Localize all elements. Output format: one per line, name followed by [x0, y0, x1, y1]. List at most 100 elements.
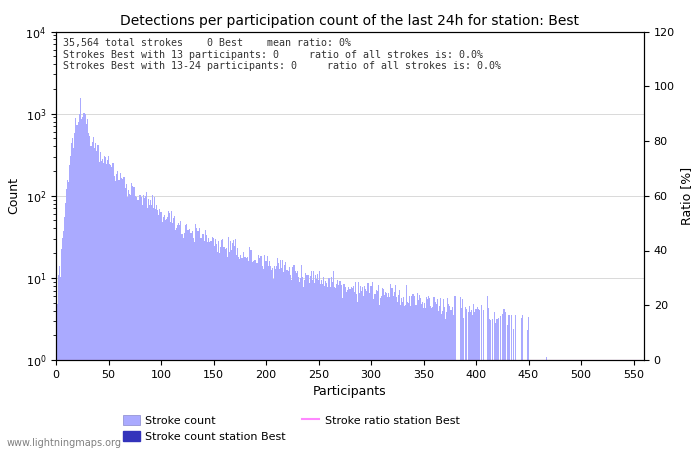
Bar [298, 277, 299, 450]
Bar [70, 157, 71, 450]
Bar [505, 312, 506, 450]
Bar [124, 177, 125, 450]
Bar [502, 314, 503, 450]
Bar [160, 212, 162, 450]
Bar [112, 163, 113, 450]
Bar [85, 114, 86, 450]
Bar [101, 161, 102, 450]
Bar [296, 274, 297, 450]
Bar [216, 244, 217, 450]
Bar [427, 299, 428, 450]
Bar [428, 296, 429, 450]
Bar [269, 261, 270, 450]
Bar [487, 297, 488, 450]
Bar [62, 238, 63, 450]
Bar [213, 238, 214, 450]
Bar [71, 143, 72, 450]
Bar [426, 297, 427, 450]
Bar [173, 218, 174, 450]
Bar [139, 195, 141, 450]
Bar [83, 113, 84, 450]
Bar [557, 360, 559, 450]
Bar [197, 231, 198, 450]
Bar [414, 305, 416, 450]
Bar [233, 240, 234, 450]
Bar [116, 174, 118, 450]
Bar [147, 208, 148, 450]
Bar [376, 290, 377, 450]
Legend: Stroke count, Stroke count station Best, Stroke ratio station Best: Stroke count, Stroke count station Best,… [118, 410, 464, 446]
Bar [194, 242, 195, 450]
Bar [169, 213, 170, 450]
Bar [297, 271, 298, 450]
Bar [323, 277, 324, 450]
Bar [406, 284, 407, 450]
Bar [449, 306, 450, 450]
Bar [242, 258, 244, 450]
Bar [198, 231, 200, 450]
Bar [361, 291, 362, 450]
Bar [489, 319, 490, 450]
Bar [133, 187, 134, 450]
Bar [312, 279, 313, 450]
Bar [421, 304, 422, 450]
Bar [265, 261, 267, 450]
Bar [277, 258, 278, 450]
Bar [477, 309, 479, 450]
Bar [431, 308, 433, 450]
Bar [229, 252, 230, 450]
Bar [419, 295, 420, 450]
Bar [398, 295, 399, 450]
Bar [374, 294, 376, 450]
Bar [220, 247, 221, 450]
Bar [186, 224, 187, 450]
Bar [463, 318, 464, 450]
Bar [185, 225, 186, 450]
Bar [466, 309, 467, 450]
Bar [460, 297, 461, 450]
Bar [336, 284, 337, 450]
Bar [382, 288, 383, 450]
Bar [191, 233, 192, 450]
Bar [445, 319, 446, 450]
Bar [278, 263, 279, 450]
Bar [209, 242, 210, 450]
Bar [401, 298, 402, 450]
Bar [280, 260, 281, 450]
Bar [528, 317, 529, 450]
Bar [423, 308, 424, 450]
Bar [110, 165, 111, 450]
Bar [380, 298, 381, 450]
Bar [202, 234, 204, 450]
Bar [141, 205, 143, 450]
Bar [430, 306, 431, 450]
Bar [167, 217, 168, 450]
Bar [149, 205, 150, 450]
Bar [418, 300, 419, 450]
Bar [446, 312, 447, 450]
Bar [366, 291, 368, 450]
Bar [72, 138, 74, 450]
Bar [215, 238, 216, 450]
Bar [404, 306, 405, 450]
Bar [531, 360, 532, 450]
Bar [63, 231, 64, 450]
Bar [468, 311, 469, 450]
Bar [452, 307, 454, 450]
Bar [475, 309, 477, 450]
Bar [316, 279, 317, 450]
Bar [342, 298, 343, 450]
Bar [381, 296, 382, 450]
Bar [275, 269, 276, 450]
Bar [254, 260, 255, 450]
Bar [236, 255, 237, 450]
Bar [232, 243, 233, 450]
Bar [347, 290, 349, 450]
Bar [221, 239, 223, 450]
Bar [408, 303, 409, 450]
Bar [313, 271, 314, 450]
Bar [471, 310, 472, 450]
Bar [311, 271, 312, 450]
Bar [105, 157, 106, 450]
Bar [488, 308, 489, 450]
